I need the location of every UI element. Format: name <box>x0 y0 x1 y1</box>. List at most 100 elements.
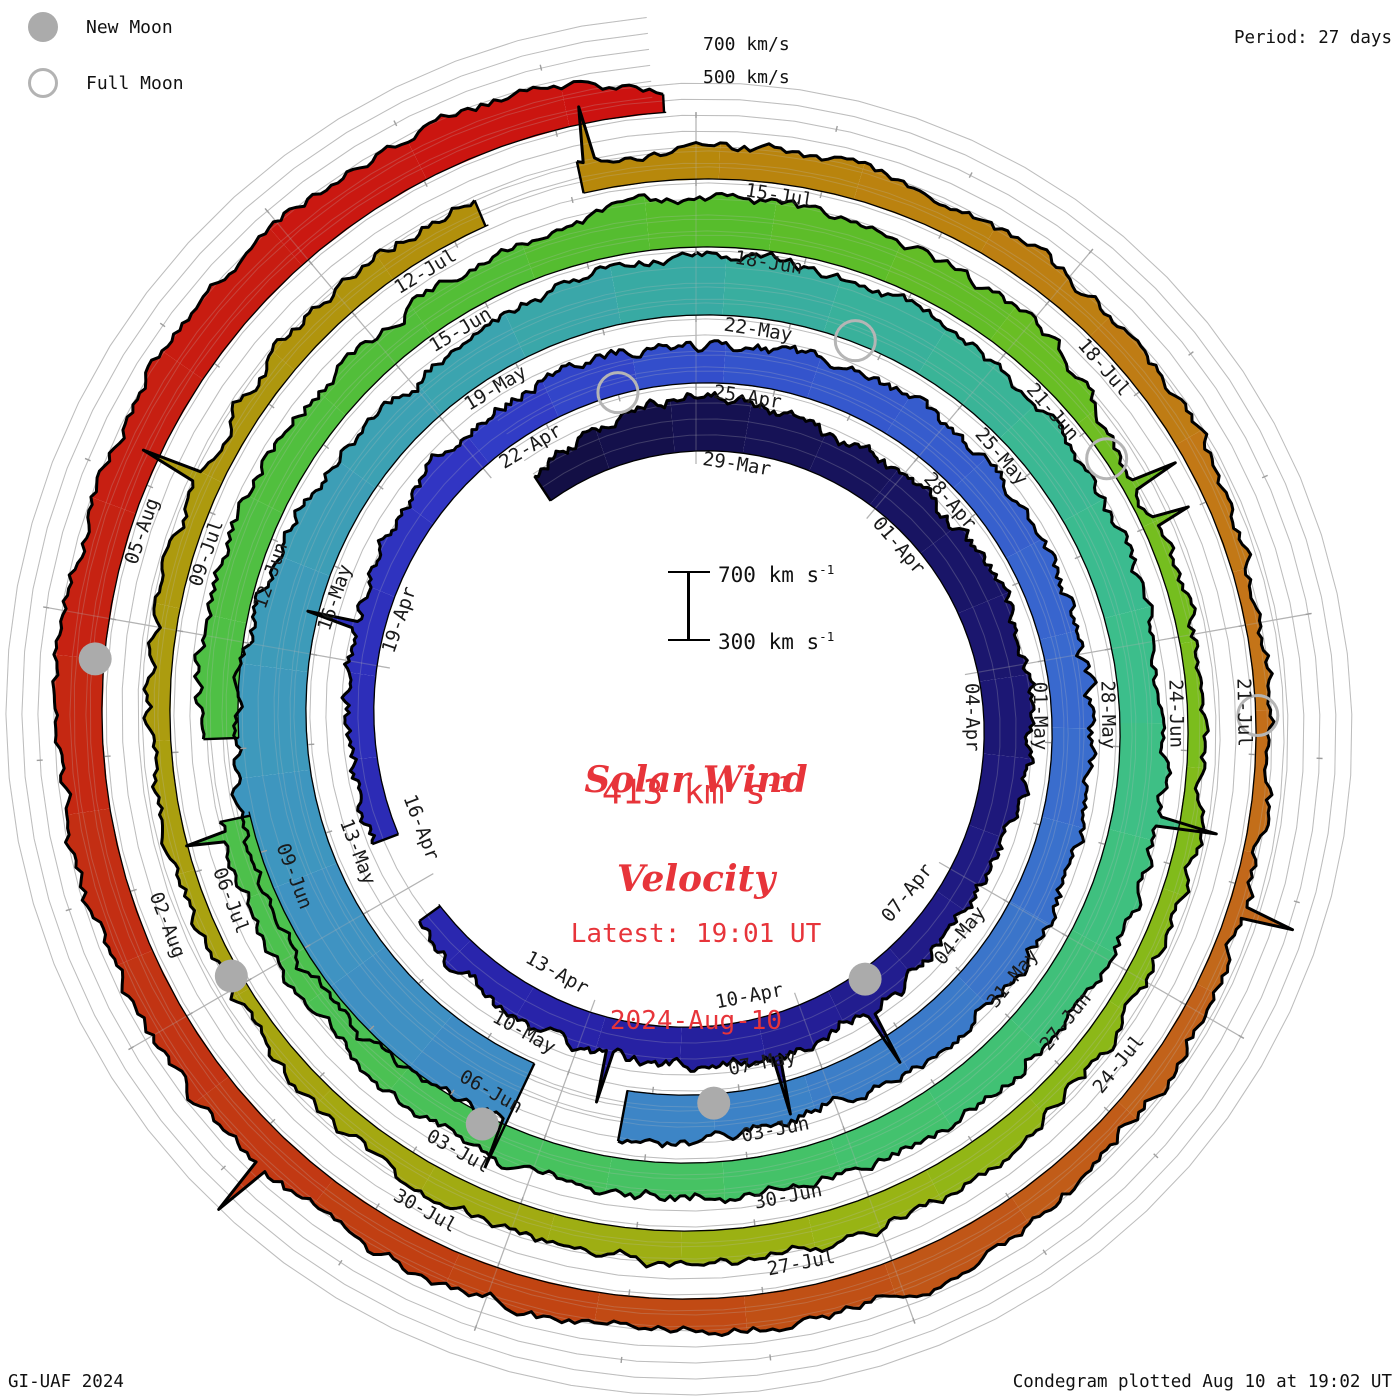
day-tick <box>323 444 330 450</box>
band-segment <box>490 1124 612 1195</box>
band-baseline <box>438 450 985 1028</box>
new-moon-marker-08-Apr <box>848 962 882 996</box>
day-tick <box>1171 636 1178 639</box>
band-segment <box>446 1253 600 1324</box>
band-segment <box>239 556 330 672</box>
new-moon-label: New Moon <box>86 16 173 38</box>
new-moon-marker-06-Jun <box>465 1107 499 1141</box>
day-tick <box>555 130 558 137</box>
band-segment <box>313 1179 460 1285</box>
band-end-cap <box>371 833 399 846</box>
day-tick <box>772 390 776 397</box>
band-segment <box>417 312 526 414</box>
band-segment <box>594 1016 682 1102</box>
scalebar-bottom-label: 300 km s-1 <box>718 629 835 654</box>
day-tick <box>1238 1034 1245 1039</box>
new-moon-marker-04-Aug <box>78 642 112 676</box>
day-tick <box>893 1022 898 1028</box>
day-tick <box>147 484 154 489</box>
day-tick <box>450 1089 455 1096</box>
day-tick <box>1153 1153 1159 1159</box>
band-segment <box>342 672 378 760</box>
day-tick <box>644 1154 647 1161</box>
band-jagged-edge <box>51 79 1294 1337</box>
band-segment <box>889 891 965 971</box>
day-tick <box>363 910 370 915</box>
spoke-120-deg <box>938 861 1244 1039</box>
band-segment <box>1039 630 1097 729</box>
day-tick <box>877 354 882 361</box>
day-tick <box>412 1146 418 1153</box>
day-tick <box>1098 841 1105 845</box>
legend-full-moon: Full Moon <box>28 68 184 98</box>
band-segment <box>1163 766 1205 896</box>
day-tick <box>1163 861 1170 865</box>
band-segment <box>1010 929 1117 1049</box>
band-baseline <box>248 314 1121 1164</box>
day-tick <box>270 1118 276 1124</box>
band-segment <box>409 1014 535 1168</box>
day-tick <box>454 241 459 248</box>
day-tick <box>969 513 976 519</box>
day-tick <box>187 1012 193 1017</box>
day-tick <box>1005 1192 1010 1199</box>
day-tick <box>195 869 203 873</box>
day-tick <box>1120 966 1127 971</box>
day-tick <box>907 293 912 300</box>
band-segment <box>65 808 153 966</box>
band-segment <box>1232 568 1273 711</box>
band-segment <box>522 194 650 280</box>
day-tick <box>334 565 341 570</box>
date-label-16-Apr: 16-Apr <box>399 791 444 863</box>
day-tick <box>1103 1106 1110 1112</box>
band-segment <box>409 243 535 336</box>
band-end-cap <box>616 1090 629 1142</box>
band-segment <box>828 948 909 1063</box>
day-tick <box>375 1203 380 1209</box>
day-tick <box>484 302 489 309</box>
gridline-over-900-kms <box>5 17 1353 1396</box>
full-moon-marker-21-Jun <box>1085 437 1129 481</box>
gridline-over-500-kms <box>69 80 1289 1332</box>
day-tick <box>128 1046 135 1051</box>
full-moon-icon <box>28 68 58 98</box>
day-tick <box>570 196 574 204</box>
band-segment <box>248 391 346 514</box>
day-tick <box>628 1289 631 1296</box>
day-tick <box>1079 432 1085 438</box>
velocity-scalebar: 700 km s-1 300 km s-1 <box>668 562 834 654</box>
day-tick <box>545 424 550 431</box>
band-end-cap <box>483 1062 536 1169</box>
band-segment <box>186 815 274 898</box>
band-segment <box>53 497 136 660</box>
day-tick <box>515 363 520 370</box>
band-end-cap <box>533 475 552 502</box>
band-baseline <box>101 111 1257 1300</box>
day-tick <box>319 1072 325 1078</box>
band-segment <box>595 399 675 469</box>
gridline-label-500: 500 km/s <box>703 67 790 88</box>
band-segment <box>207 496 283 624</box>
band-segment <box>1011 1102 1138 1224</box>
band-segment <box>444 940 534 1017</box>
band-segment <box>804 1035 910 1112</box>
day-tick <box>1199 501 1206 506</box>
band-segment <box>722 252 841 332</box>
day-tick <box>1074 555 1081 560</box>
band-segment <box>1090 316 1203 445</box>
day-tick <box>393 120 398 127</box>
band-segment <box>823 279 947 374</box>
date-label-21-Jul: 21-Jul <box>1232 678 1255 747</box>
band-segment <box>1006 539 1078 640</box>
day-tick <box>745 1151 748 1158</box>
day-tick <box>418 978 424 984</box>
spoke-280-deg <box>44 606 390 669</box>
day-tick <box>889 1253 893 1260</box>
band-segment <box>262 863 386 990</box>
band-segment <box>1142 506 1197 644</box>
day-tick <box>967 1135 973 1142</box>
day-tick <box>1012 582 1019 587</box>
day-tick <box>1042 1249 1048 1256</box>
period-label: Period: 27 days <box>1233 28 1392 48</box>
